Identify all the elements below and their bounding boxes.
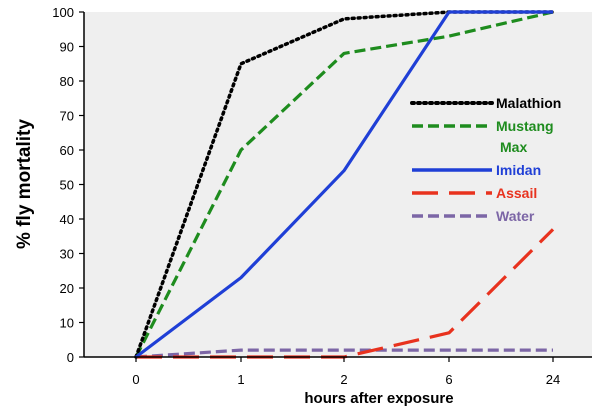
y-tick-label: 30	[60, 247, 74, 262]
y-tick-label: 40	[60, 212, 74, 227]
x-tick-label: 0	[132, 372, 139, 387]
x-tick-label: 6	[445, 372, 452, 387]
y-tick-label: 90	[60, 40, 74, 55]
x-axis-title: hours after exposure	[304, 390, 453, 407]
legend-label: Imidan	[496, 162, 541, 178]
y-tick-label: 70	[60, 109, 74, 124]
y-axis-title: % fly mortality	[14, 119, 35, 249]
y-tick-label: 20	[60, 281, 74, 296]
legend-label: Malathion	[496, 95, 561, 111]
x-tick-label: 1	[237, 372, 244, 387]
y-tick-label: 50	[60, 178, 74, 193]
x-tick-label: 24	[546, 372, 560, 387]
x-tick-label: 2	[340, 372, 347, 387]
y-tick-label: 60	[60, 143, 74, 158]
legend-label: Assail	[496, 185, 537, 201]
y-tick-label: 0	[67, 350, 74, 365]
y-tick-label: 80	[60, 74, 74, 89]
y-tick-label: 10	[60, 316, 74, 331]
legend-label: Water	[496, 208, 535, 224]
y-tick-label: 100	[52, 5, 74, 20]
